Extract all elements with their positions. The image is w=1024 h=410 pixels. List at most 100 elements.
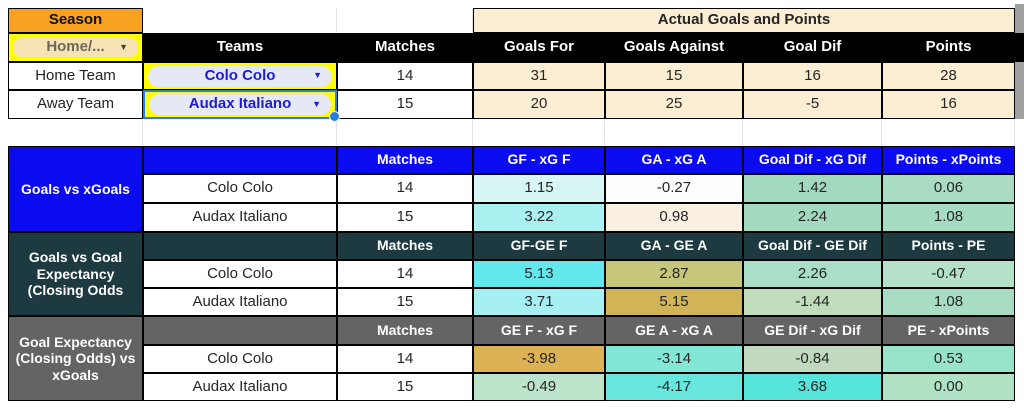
- section-metric-header[interactable]: GE A - xG A: [605, 316, 743, 345]
- empty-cell[interactable]: [605, 119, 743, 146]
- season-header-cell[interactable]: Season: [8, 8, 143, 33]
- home-away-selector-cell[interactable]: Home/... ▼: [8, 33, 143, 62]
- empty-cell[interactable]: [143, 8, 337, 33]
- section-header-spacer[interactable]: [143, 146, 337, 174]
- home-team-selector-cell[interactable]: Colo Colo ▼: [143, 62, 337, 90]
- home-team-dropdown-value: Colo Colo: [204, 66, 276, 84]
- away-team-row-label[interactable]: Away Team: [8, 90, 143, 119]
- goals-against-cell[interactable]: 25: [605, 90, 743, 119]
- empty-cell[interactable]: [473, 119, 605, 146]
- section-metric-header[interactable]: GF-GE F: [473, 232, 605, 260]
- value-cell[interactable]: 2.24: [743, 203, 882, 232]
- matches-cell[interactable]: 14: [337, 174, 473, 203]
- matches-cell[interactable]: 15: [337, 90, 473, 119]
- value-cell[interactable]: -4.17: [605, 373, 743, 401]
- value-cell[interactable]: -0.49: [473, 373, 605, 401]
- goal-dif-cell[interactable]: -5: [743, 90, 882, 119]
- matches-cell[interactable]: 14: [337, 62, 473, 90]
- spreadsheet-grid: Season Actual Goals and Points Home/... …: [8, 8, 1015, 401]
- goal-dif-column-header[interactable]: Goal Dif: [743, 33, 882, 62]
- value-cell[interactable]: -3.98: [473, 345, 605, 373]
- section-label-goal-expectancy-vs-xgoals[interactable]: Goal Expectancy (Closing Odds) vs xGoals: [8, 316, 143, 401]
- away-team-dropdown[interactable]: Audax Italiano ▼: [149, 94, 331, 115]
- value-cell[interactable]: 0.06: [882, 174, 1015, 203]
- team-name-cell[interactable]: Audax Italiano: [143, 288, 337, 316]
- section-header-spacer[interactable]: [143, 232, 337, 260]
- value-cell[interactable]: -1.44: [743, 288, 882, 316]
- dropdown-arrow-icon: ▼: [119, 41, 128, 52]
- value-cell[interactable]: 3.22: [473, 203, 605, 232]
- value-cell[interactable]: -0.47: [882, 260, 1015, 288]
- section-metric-header[interactable]: GA - GE A: [605, 232, 743, 260]
- away-team-dropdown-value: Audax Italiano: [188, 95, 292, 113]
- section-metric-header[interactable]: GE Dif - xG Dif: [743, 316, 882, 345]
- section-label-goals-vs-goal-expectancy[interactable]: Goals vs Goal Expectancy (Closing Odds: [8, 232, 143, 316]
- value-cell[interactable]: -3.14: [605, 345, 743, 373]
- team-name-cell[interactable]: Colo Colo: [143, 174, 337, 203]
- teams-column-header[interactable]: Teams: [143, 33, 337, 62]
- empty-cell[interactable]: [8, 119, 143, 146]
- selection-fill-handle[interactable]: [329, 111, 340, 122]
- team-name-cell[interactable]: Audax Italiano: [143, 203, 337, 232]
- team-name-cell[interactable]: Colo Colo: [143, 260, 337, 288]
- matches-cell[interactable]: 14: [337, 260, 473, 288]
- points-column-header[interactable]: Points: [882, 33, 1015, 62]
- section-header-spacer[interactable]: [143, 316, 337, 345]
- home-team-dropdown[interactable]: Colo Colo ▼: [148, 65, 332, 87]
- section-label-goals-vs-xgoals[interactable]: Goals vs xGoals: [8, 146, 143, 232]
- matches-cell[interactable]: 14: [337, 345, 473, 373]
- home-team-row-label[interactable]: Home Team: [8, 62, 143, 90]
- section-metric-header[interactable]: Goal Dif - xG Dif: [743, 146, 882, 174]
- value-cell[interactable]: 1.08: [882, 288, 1015, 316]
- value-cell[interactable]: -0.84: [743, 345, 882, 373]
- empty-cell[interactable]: [337, 8, 473, 33]
- section-metric-header[interactable]: Points - xPoints: [882, 146, 1015, 174]
- section-matches-header[interactable]: Matches: [337, 232, 473, 260]
- dropdown-arrow-icon: ▼: [313, 70, 322, 81]
- section-metric-header[interactable]: Goal Dif - GE Dif: [743, 232, 882, 260]
- empty-cell[interactable]: [882, 119, 1015, 146]
- matches-column-header[interactable]: Matches: [337, 33, 473, 62]
- clipped-column-strip: [1015, 62, 1024, 119]
- goals-for-column-header[interactable]: Goals For: [473, 33, 605, 62]
- value-cell[interactable]: 1.15: [473, 174, 605, 203]
- goals-against-column-header[interactable]: Goals Against: [605, 33, 743, 62]
- value-cell[interactable]: 2.87: [605, 260, 743, 288]
- section-matches-header[interactable]: Matches: [337, 316, 473, 345]
- section-matches-header[interactable]: Matches: [337, 146, 473, 174]
- section-metric-header[interactable]: GF - xG F: [473, 146, 605, 174]
- team-name-cell[interactable]: Colo Colo: [143, 345, 337, 373]
- value-cell[interactable]: 0.98: [605, 203, 743, 232]
- value-cell[interactable]: 5.15: [605, 288, 743, 316]
- section-metric-header[interactable]: PE - xPoints: [882, 316, 1015, 345]
- actual-goals-points-banner[interactable]: Actual Goals and Points: [473, 8, 1015, 33]
- team-name-cell[interactable]: Audax Italiano: [143, 373, 337, 401]
- value-cell[interactable]: 0.00: [882, 373, 1015, 401]
- value-cell[interactable]: 5.13: [473, 260, 605, 288]
- goals-for-cell[interactable]: 31: [473, 62, 605, 90]
- value-cell[interactable]: 3.71: [473, 288, 605, 316]
- matches-cell[interactable]: 15: [337, 203, 473, 232]
- away-team-selector-cell-selected[interactable]: Audax Italiano ▼: [143, 90, 340, 122]
- value-cell[interactable]: 1.42: [743, 174, 882, 203]
- points-cell[interactable]: 28: [882, 62, 1015, 90]
- section-metric-header[interactable]: GA - xG A: [605, 146, 743, 174]
- section-metric-header[interactable]: Points - PE: [882, 232, 1015, 260]
- home-away-dropdown[interactable]: Home/... ▼: [13, 37, 138, 58]
- empty-cell[interactable]: [743, 119, 882, 146]
- empty-cell[interactable]: [143, 119, 337, 146]
- clipped-column-strip: [1015, 33, 1024, 62]
- value-cell[interactable]: 1.08: [882, 203, 1015, 232]
- goals-for-cell[interactable]: 20: [473, 90, 605, 119]
- value-cell[interactable]: 2.26: [743, 260, 882, 288]
- points-cell[interactable]: 16: [882, 90, 1015, 119]
- section-metric-header[interactable]: GE F - xG F: [473, 316, 605, 345]
- value-cell[interactable]: -0.27: [605, 174, 743, 203]
- value-cell[interactable]: 0.53: [882, 345, 1015, 373]
- matches-cell[interactable]: 15: [337, 288, 473, 316]
- goals-against-cell[interactable]: 15: [605, 62, 743, 90]
- empty-cell[interactable]: [337, 119, 473, 146]
- matches-cell[interactable]: 15: [337, 373, 473, 401]
- goal-dif-cell[interactable]: 16: [743, 62, 882, 90]
- value-cell[interactable]: 3.68: [743, 373, 882, 401]
